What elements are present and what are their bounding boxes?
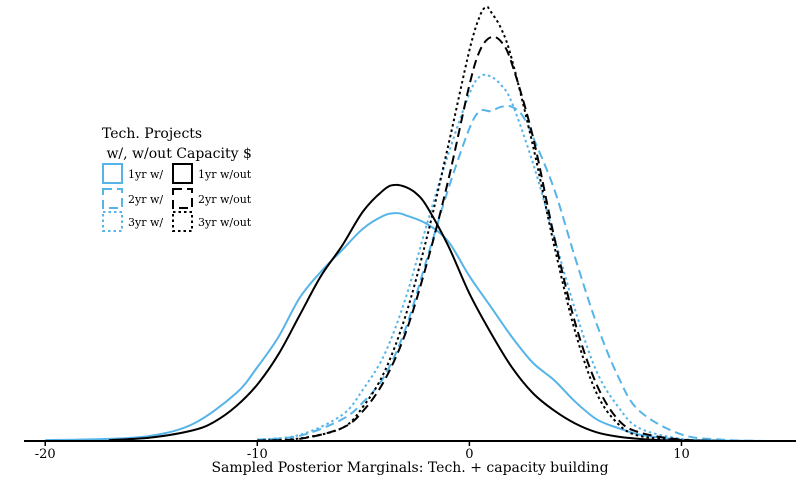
series-line-1yr-w-out [108,183,724,442]
legend-label: 2yr w/ [128,193,163,206]
legend-label: 3yr w/out [198,216,252,229]
series-line-2yr-w-out [257,35,724,442]
legend-swatch [102,188,123,209]
x-tick-label: 10 [673,447,690,462]
x-tick-label: -10 [247,447,268,462]
series-line-3yr-w [257,73,724,442]
legend-swatch [172,163,193,184]
legend-items: 1yr w/2yr w/3yr w/1yr w/out 2yr w/out 3yr … [102,163,252,232]
legend-title-line1: Tech. Projects [102,126,202,142]
legend-swatch [172,211,193,232]
x-tick-label: 0 [465,447,473,462]
legend: Tech. Projects w/, w/out Capacity $ 1yr … [102,126,252,232]
legend-title-line2: w/, w/out Capacity $ [102,146,252,162]
legend-swatch [172,188,193,209]
legend-label: 3yr w/ [128,216,163,229]
series-line-3yr-w-out [257,5,724,442]
x-tick-label: -20 [35,447,56,462]
legend-label: 1yr w/out [198,168,252,181]
x-axis-title: Sampled Posterior Marginals: Tech. + cap… [211,460,608,476]
series-line-1yr-w [45,212,767,442]
legend-label: 1yr w/ [128,168,163,181]
density-curves [45,5,767,442]
legend-swatch [102,163,123,184]
legend-swatch [102,211,123,232]
legend-label: 2yr w/out [198,193,252,206]
series-line-2yr-w [257,104,767,442]
x-axis-ticks: -20 -10 0 10 [35,441,690,462]
